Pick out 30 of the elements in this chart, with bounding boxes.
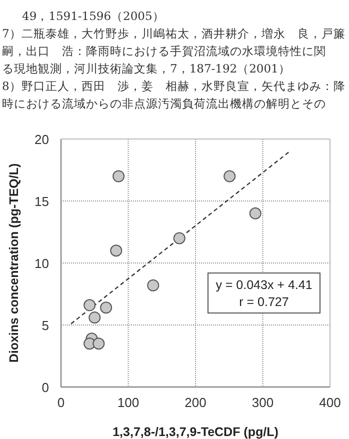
point: [147, 279, 160, 292]
x-axis-title: 1,3,7,8-/1,3,7,9-TeCDF (pg/L): [112, 425, 278, 439]
text: 49，1591-1596（2005）: [22, 9, 164, 23]
text: 8）野口正人，西田 渉，姜 相赫，水野良宣，矢代まゆみ：降: [2, 79, 346, 93]
y-tick-label: 0: [42, 380, 49, 395]
y-tick-label: 5: [42, 318, 49, 333]
x-tick-label: 0: [57, 395, 65, 410]
x-tick-label: 300: [252, 395, 274, 410]
point: [88, 312, 101, 324]
x-tick-label: 100: [117, 395, 140, 410]
text: る現地観測，河川技術論文集，7，187-192（2001）: [2, 62, 290, 76]
x-tick-label: 200: [184, 395, 206, 410]
y-tick-label: 15: [34, 194, 49, 209]
annotation: r = 0.727: [239, 295, 289, 309]
text: 7）二瓶泰雄，大竹野歩，川嶋祐太，酒井耕介，増永 良，戸簾: [2, 26, 346, 40]
point: [100, 302, 112, 314]
point: [110, 244, 122, 257]
text: 嗣，出口 浩：降雨時における手賀沼流域の水環境特性に関: [2, 44, 326, 58]
y-tick-label: 20: [34, 132, 49, 147]
point: [173, 232, 186, 244]
y-axis-title: Dioxins concentration (pg-TEQ/L): [7, 163, 21, 363]
y-tick-label: 10: [34, 256, 49, 271]
x-tick-label: 400: [319, 395, 341, 410]
point: [224, 170, 236, 182]
point: [249, 207, 262, 220]
point: [84, 299, 96, 312]
point: [92, 338, 105, 350]
text: 時における流域からの非点源汚濁負荷流出機構の解明とその: [2, 96, 326, 110]
point: [112, 170, 125, 182]
annotation: y = 0.043x + 4.41: [216, 278, 312, 292]
